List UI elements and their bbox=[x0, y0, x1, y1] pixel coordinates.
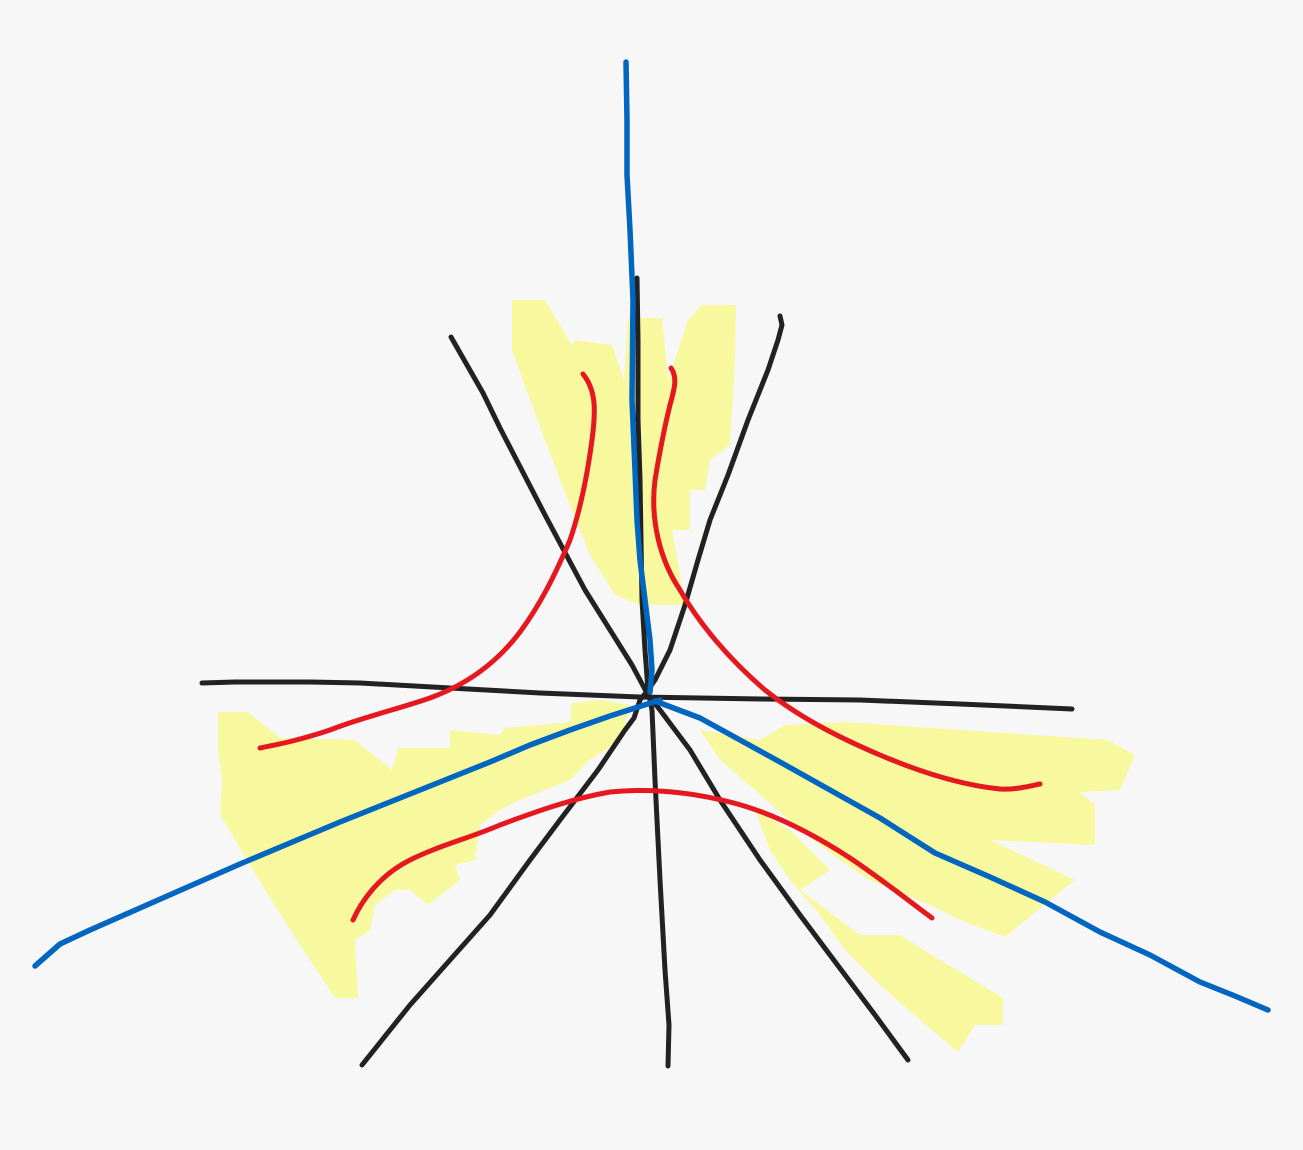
red-curve-left-upper bbox=[257, 371, 597, 751]
red-curves-layer bbox=[257, 365, 1043, 923]
red-curve-bottom bbox=[350, 787, 935, 923]
highlight-layer bbox=[218, 300, 1135, 1052]
lower-left-highlight bbox=[218, 700, 630, 998]
blue-lines-layer bbox=[32, 59, 1271, 1013]
horizontal-line bbox=[199, 679, 1075, 712]
upper-left-highlight bbox=[512, 300, 736, 605]
vertical-line bbox=[634, 275, 672, 1069]
blue-asymptote-left bbox=[32, 697, 663, 969]
lower-right-highlight bbox=[755, 810, 1003, 1052]
blue-asymptote-vertical bbox=[623, 59, 655, 695]
red-curve-right-upper bbox=[651, 365, 1043, 792]
blue-asymptote-right bbox=[652, 698, 1271, 1013]
diagonal-line-upper-left-to-lower-right bbox=[448, 334, 911, 1063]
